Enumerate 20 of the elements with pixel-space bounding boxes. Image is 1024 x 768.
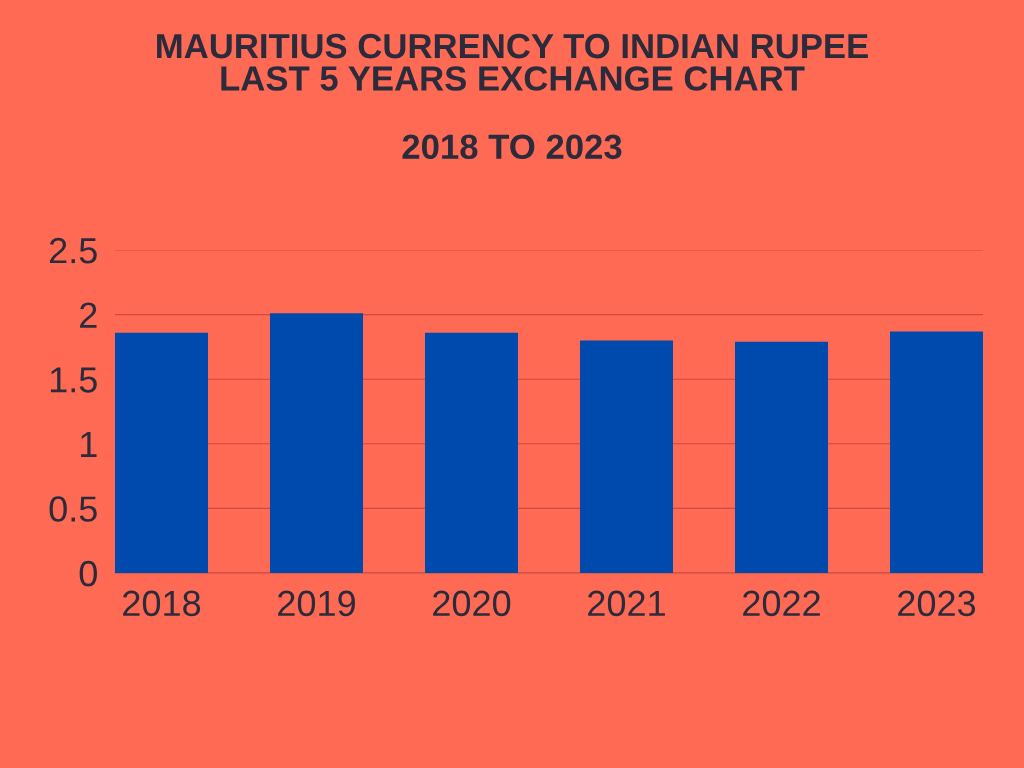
y-tick-label: 2: [80, 302, 97, 328]
bar: [580, 340, 673, 573]
x-tick-label: 2023: [898, 590, 976, 617]
x-tick-label: 2018: [123, 590, 201, 617]
y-tick-label: 2.5: [49, 237, 97, 264]
x-tick-label: 2021: [588, 590, 665, 617]
bar: [890, 331, 983, 573]
bar: [735, 341, 828, 573]
x-tick-label: 2019: [278, 590, 355, 617]
chart-title: MAURITIUS CURRENCY TO INDIAN RUPEE LAST 5 YEARS EXCHANGE CHART: [157, 33, 868, 91]
y-tick-label: 1.5: [50, 367, 97, 393]
y-tick-label: 1: [81, 432, 97, 457]
bar: [270, 313, 363, 573]
y-tick-label: 0: [79, 560, 97, 587]
y-tick-label: 0.5: [49, 496, 97, 522]
x-tick-label: 2020: [433, 590, 511, 617]
bar: [425, 332, 518, 573]
chart-subtitle: 2018 TO 2023: [402, 134, 622, 160]
bar: [115, 332, 208, 573]
x-tick-label: 2022: [743, 590, 820, 617]
